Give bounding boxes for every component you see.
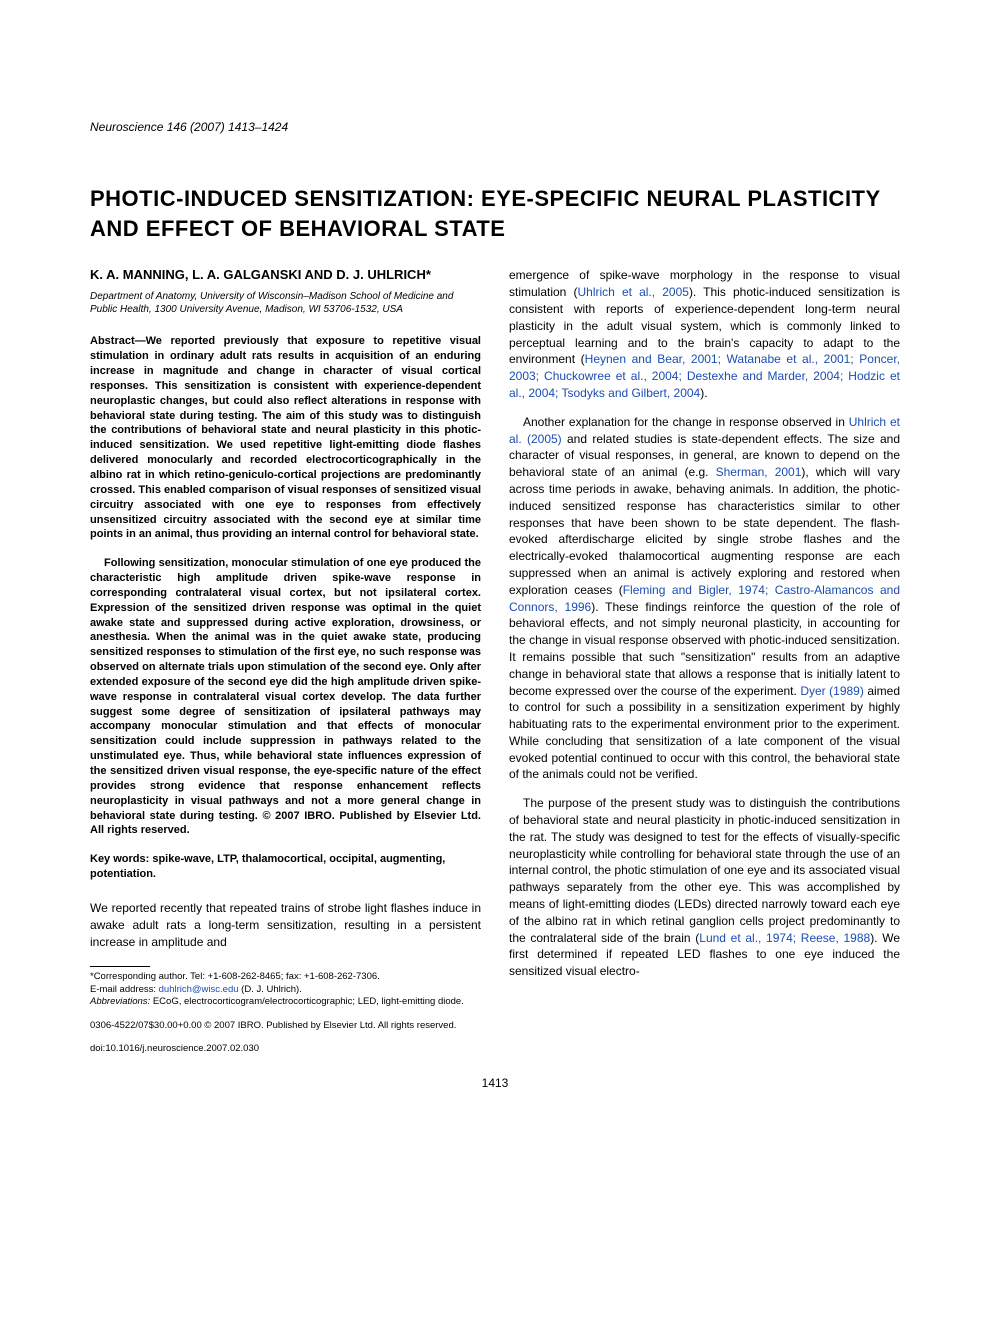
intro-paragraph-2: Another explanation for the change in re… — [509, 414, 900, 784]
doi-line: doi:10.1016/j.neuroscience.2007.02.030 — [90, 1043, 900, 1054]
citation-link[interactable]: Lund et al., 1974; Reese, 1988 — [699, 931, 870, 945]
footnote-block: *Corresponding author. Tel: +1-608-262-8… — [90, 966, 481, 1008]
abbreviations-note: Abbreviations: ECoG, electrocorticogram/… — [90, 996, 481, 1008]
intro-text: ). — [700, 386, 707, 400]
email-link[interactable]: duhlrich@wisc.edu — [159, 984, 239, 995]
article-title: PHOTIC-INDUCED SENSITIZATION: EYE-SPECIF… — [90, 184, 900, 243]
intro-text: The purpose of the present study was to … — [509, 796, 900, 944]
intro-paragraph-1-col1: We reported recently that repeated train… — [90, 900, 481, 950]
intro-paragraph-1-col2: emergence of spike-wave morphology in th… — [509, 267, 900, 401]
corresponding-author-note: *Corresponding author. Tel: +1-608-262-8… — [90, 971, 481, 983]
copyright-line: 0306-4522/07$30.00+0.00 © 2007 IBRO. Pub… — [90, 1020, 900, 1031]
page-number: 1413 — [90, 1076, 900, 1090]
email-suffix: (D. J. Uhlrich). — [239, 984, 302, 995]
intro-paragraph-3: The purpose of the present study was to … — [509, 795, 900, 980]
footnote-rule — [90, 966, 150, 967]
two-column-body: K. A. MANNING, L. A. GALGANSKI AND D. J.… — [90, 267, 900, 1008]
author-list: K. A. MANNING, L. A. GALGANSKI AND D. J.… — [90, 267, 481, 282]
abstract-paragraph-1: Abstract—We reported previously that exp… — [90, 334, 481, 542]
intro-text: aimed to control for such a possibility … — [509, 684, 900, 782]
intro-text: Another explanation for the change in re… — [523, 415, 849, 429]
journal-meta: Neuroscience 146 (2007) 1413–1424 — [90, 120, 900, 134]
journal-page: Neuroscience 146 (2007) 1413–1424 PHOTIC… — [0, 0, 990, 1150]
citation-link[interactable]: Sherman, 2001 — [716, 465, 802, 479]
keywords: Key words: spike-wave, LTP, thalamocorti… — [90, 852, 481, 882]
abbrev-text: ECoG, electrocorticogram/electrocorticog… — [153, 996, 464, 1007]
abstract-paragraph-2: Following sensitization, monocular stimu… — [90, 556, 481, 838]
citation-link[interactable]: Dyer (1989) — [800, 684, 864, 698]
citation-link[interactable]: Uhlrich et al., 2005 — [577, 285, 688, 299]
affiliation: Department of Anatomy, University of Wis… — [90, 290, 481, 316]
email-line: E-mail address: duhlrich@wisc.edu (D. J.… — [90, 984, 481, 996]
intro-text: We reported recently that repeated train… — [90, 901, 481, 949]
email-label: E-mail address: — [90, 984, 159, 995]
abbrev-label: Abbreviations: — [90, 996, 150, 1007]
intro-text: ), which will vary across time periods i… — [509, 465, 900, 597]
